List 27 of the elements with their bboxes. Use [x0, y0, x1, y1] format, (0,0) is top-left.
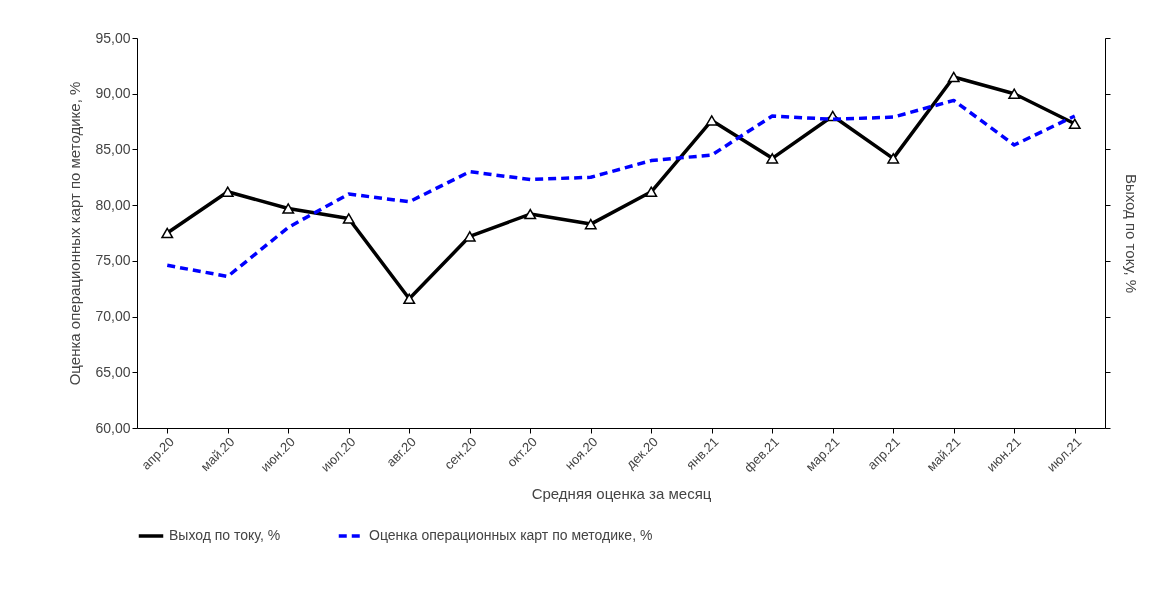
legend-label: Оценка операционных карт по методике, % [369, 527, 653, 543]
y-tick-label: 85,00 [95, 140, 131, 157]
point [1008, 88, 1021, 100]
y-tick-label: 65,00 [95, 363, 131, 380]
y2-axis-title: Выход по току, % [1123, 173, 1140, 294]
point [161, 227, 174, 239]
y-axis-title: Оценка операционных карт по методике, % [66, 81, 84, 386]
point [403, 293, 416, 305]
y-tick-label: 75,00 [95, 252, 131, 269]
point [463, 231, 476, 242]
point [342, 213, 355, 224]
legend-label: Выход по току, % [169, 527, 281, 543]
y-tick-label: 90,00 [95, 85, 131, 102]
point [282, 203, 295, 214]
y-tick-label: 80,00 [95, 196, 131, 213]
point [947, 71, 960, 83]
x-axis-title: Средняя оценка за месяц [531, 485, 712, 503]
point [887, 153, 900, 164]
y-tick-label: 70,00 [95, 308, 131, 325]
point [705, 115, 718, 126]
point [645, 186, 658, 198]
y-tick-label: 60,00 [95, 419, 131, 436]
point [584, 218, 597, 230]
y-tick-label: 95,00 [95, 29, 131, 46]
point [1068, 118, 1081, 130]
point [524, 208, 537, 220]
point [766, 153, 779, 164]
